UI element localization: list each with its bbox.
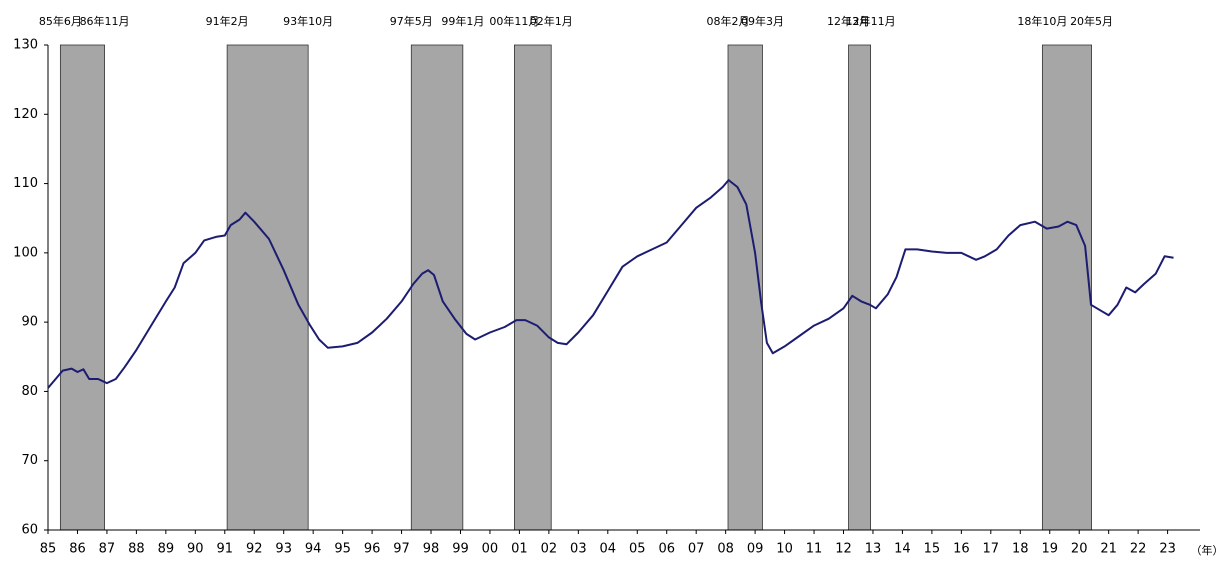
shaded-region (410, 44, 464, 531)
x-tick-label: 22 (1130, 542, 1147, 557)
region-start-label: 08年2月 (707, 14, 750, 28)
region-start-label: 12年3月 (827, 14, 870, 28)
x-tick-label: 17 (983, 542, 1000, 557)
x-tick-label: 97 (393, 542, 410, 557)
y-tick-label: 70 (21, 453, 38, 468)
x-tick-label: 85 (40, 542, 57, 557)
region-end-label: 93年10月 (283, 14, 333, 28)
region-end-label: 12年11月 (846, 14, 896, 28)
x-tick-label: 96 (364, 542, 381, 557)
shaded-region (848, 44, 872, 531)
region-start-label: 85年6月 (39, 14, 82, 28)
x-tick-label: 89 (158, 542, 175, 557)
shaded-region (513, 44, 552, 531)
y-tick-label: 60 (21, 523, 38, 538)
x-tick-label: 08 (717, 542, 734, 557)
data-line (47, 179, 1174, 389)
x-tick-label: 88 (128, 542, 145, 557)
x-tick-label: 19 (1041, 542, 1058, 557)
x-tick-label: 02 (541, 542, 558, 557)
x-tick-label: 04 (600, 542, 617, 557)
region-start-label: 91年2月 (206, 14, 249, 28)
y-tick-label: 130 (13, 38, 38, 53)
x-tick-label: 95 (334, 542, 351, 557)
x-tick-label: 21 (1100, 542, 1117, 557)
region-end-label: 09年3月 (741, 14, 784, 28)
x-tick-label: 06 (658, 542, 675, 557)
x-tick-label: 98 (423, 542, 440, 557)
region-end-label: 99年1月 (441, 14, 484, 28)
y-tick-label: 110 (13, 176, 38, 191)
x-tick-label: 07 (688, 542, 705, 557)
region-start-label: 18年10月 (1017, 14, 1067, 28)
y-tick-label: 80 (21, 384, 38, 399)
x-axis-label: （年） (1191, 543, 1224, 557)
region-end-label: 86年11月 (80, 14, 130, 28)
x-tick-label: 05 (629, 542, 646, 557)
region-end-label: 20年5月 (1070, 14, 1113, 28)
x-tick-label: 18 (1012, 542, 1029, 557)
region-start-label: 00年11月 (489, 14, 539, 28)
x-tick-label: 09 (747, 542, 764, 557)
x-tick-label: 20 (1071, 542, 1088, 557)
shaded-region (727, 44, 763, 531)
x-tick-label: 99 (452, 542, 469, 557)
x-tick-label: 01 (511, 542, 528, 557)
x-tick-label: 94 (305, 542, 322, 557)
x-tick-label: 13 (865, 542, 882, 557)
x-tick-label: 91 (217, 542, 234, 557)
x-tick-label: 10 (776, 542, 793, 557)
y-tick-label: 100 (13, 245, 38, 260)
x-tick-label: 14 (894, 542, 911, 557)
x-tick-label: 90 (187, 542, 204, 557)
x-tick-label: 03 (570, 542, 587, 557)
y-tick-label: 90 (21, 315, 38, 330)
y-tick-label: 120 (13, 107, 38, 122)
x-tick-label: 15 (924, 542, 941, 557)
x-tick-label: 92 (246, 542, 263, 557)
x-tick-label: 00 (482, 542, 499, 557)
x-tick-label: 87 (99, 542, 116, 557)
x-tick-label: 23 (1159, 542, 1176, 557)
shaded-region (226, 44, 309, 531)
x-tick-label: 12 (835, 542, 852, 557)
x-tick-label: 93 (275, 542, 292, 557)
shaded-region (59, 44, 105, 531)
region-end-label: 02年1月 (530, 14, 573, 28)
x-tick-label: 86 (69, 542, 86, 557)
shaded-region (1041, 44, 1092, 531)
x-tick-label: 16 (953, 542, 970, 557)
region-start-label: 97年5月 (390, 14, 433, 28)
x-tick-label: 11 (806, 542, 823, 557)
